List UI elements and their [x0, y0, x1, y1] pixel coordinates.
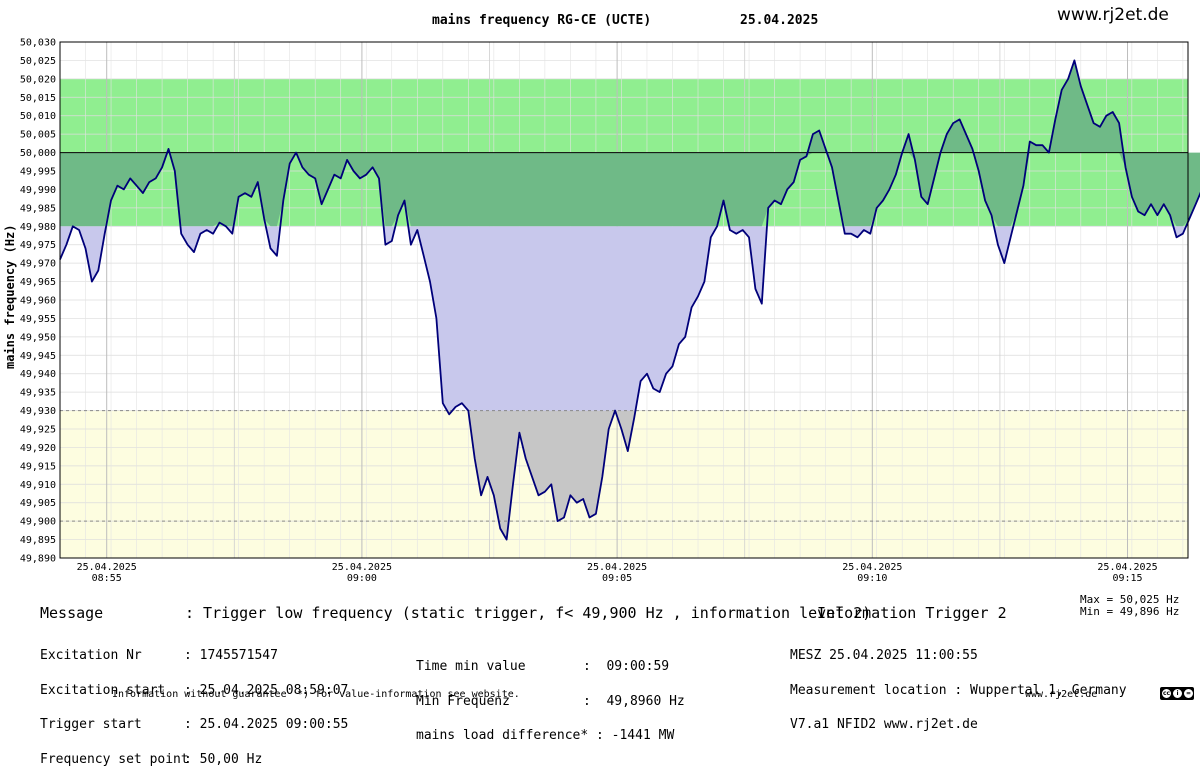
y-tick-label: 49,905	[20, 498, 56, 509]
y-tick-label: 49,960	[20, 296, 56, 307]
y-tick-label: 49,940	[20, 369, 56, 380]
y-tick-label: 49,980	[20, 222, 56, 233]
x-tick-time: 09:15	[1112, 573, 1142, 584]
website-link[interactable]: www.rj2et.de	[1057, 5, 1169, 25]
mains-load-difference-row: mains load difference*: -1441 MW	[416, 728, 675, 743]
fill-below-band	[60, 226, 1188, 540]
y-tick-label: 49,975	[20, 240, 56, 251]
footer-website[interactable]: www.rj2et.de	[1025, 689, 1098, 700]
chart-title: mains frequency RG-CE (UCTE)	[432, 13, 652, 28]
time-min-value-row: Time min value: 09:00:59	[416, 659, 670, 674]
plot-frame	[59, 41, 1189, 559]
message-label: Message	[40, 604, 104, 622]
max-value: Max = 50,025 Hz	[1080, 593, 1180, 606]
x-tick-date: 25.04.2025	[77, 562, 137, 573]
frequency-chart: 49,890 49,895 49,900 49,905 49,910 49,915 49,9…	[20, 38, 1200, 584]
y-tick-label: 49,900	[20, 517, 56, 528]
y-tick-label: 50,010	[20, 111, 56, 122]
y-tick-label: 49,945	[20, 351, 56, 362]
trigger-start-row: Trigger start: 25.04.2025 09:00:55	[40, 717, 349, 732]
y-tick-label: 49,995	[20, 167, 56, 178]
x-tick-date: 25.04.2025	[587, 562, 647, 573]
timestamp-line: MESZ 25.04.2025 11:00:55	[790, 648, 978, 663]
x-tick-date: 25.04.2025	[842, 562, 902, 573]
x-tick-time: 09:00	[347, 573, 377, 584]
y-tick-label: 50,005	[20, 130, 56, 141]
measurement-location-line: Measurement location : Wuppertal 1, Germ…	[790, 682, 1127, 698]
message-text: : Trigger low frequency (static trigger,…	[185, 604, 872, 622]
y-tick-label: 50,020	[20, 74, 56, 85]
y-axis-label: mains frequency (Hz)	[3, 224, 17, 370]
min-value: Min = 49,896 Hz	[1080, 605, 1180, 618]
info-col3: MESZ 25.04.2025 11:00:55 Measurement loc…	[790, 627, 1127, 742]
y-tick-label: 49,935	[20, 388, 56, 399]
y-tick-label: 49,890	[20, 554, 56, 565]
y-tick-label: 49,920	[20, 443, 56, 454]
creative-commons-icon[interactable]: cc i =	[1160, 687, 1194, 700]
fill-green-below-nominal	[60, 152, 1200, 227]
y-tick-label: 49,950	[20, 332, 56, 343]
x-tick-date: 25.04.2025	[1097, 562, 1157, 573]
info-col1: Excitation Nr: 1745571547 Excitation sta…	[40, 627, 348, 777]
y-tick-label: 50,025	[20, 56, 56, 67]
y-tick-label: 49,930	[20, 406, 56, 417]
y-tick-label: 50,030	[20, 38, 56, 49]
information-trigger: Information Trigger 2	[817, 604, 1007, 622]
y-tick-label: 49,970	[20, 259, 56, 270]
excitation-nr-row: Excitation Nr: 1745571547	[40, 648, 278, 663]
x-tick-time: 09:05	[602, 573, 632, 584]
y-tick-label: 49,990	[20, 185, 56, 196]
y-tick-label: 49,955	[20, 314, 56, 325]
frequency-set-point-row: Frequency set point: 50,00 Hz	[40, 751, 263, 767]
y-tick-label: 50,015	[20, 93, 56, 104]
version-line: V7.a1 NFID2 www.rj2et.de	[790, 717, 978, 732]
y-tick-label: 49,915	[20, 461, 56, 472]
disclaimer: Information without guarantee	[112, 689, 287, 700]
y-tick-label: 49,895	[20, 535, 56, 546]
y-tick-label: 49,965	[20, 277, 56, 288]
fill-above-nominal	[60, 60, 1188, 153]
y-tick-label: 49,910	[20, 480, 56, 491]
frequency-series-line	[59, 59, 1200, 541]
chart-date: 25.04.2025	[740, 13, 819, 28]
excitation-start-row: Excitation start: 25.04.2025 08:59:07	[40, 682, 349, 698]
x-tick-time: 09:10	[857, 573, 887, 584]
x-tick-time: 08:55	[92, 573, 122, 584]
y-tick-label: 50,000	[20, 148, 56, 159]
footnote: *) for value-information see website.	[297, 689, 520, 700]
x-tick-date: 25.04.2025	[332, 562, 392, 573]
y-tick-label: 49,985	[20, 203, 56, 214]
y-tick-label: 49,925	[20, 425, 56, 436]
